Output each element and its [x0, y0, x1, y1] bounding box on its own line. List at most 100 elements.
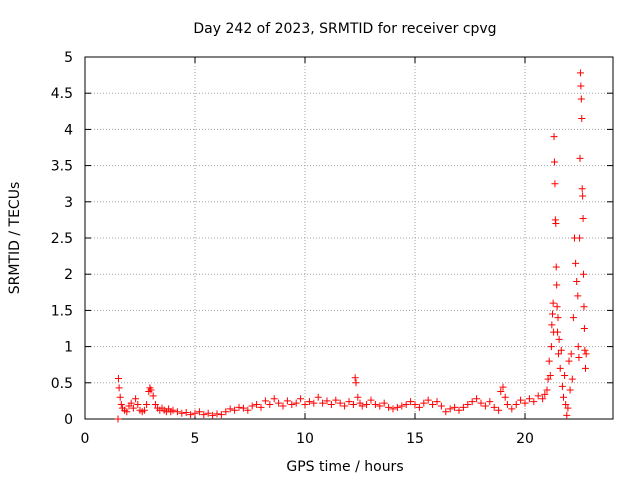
data-point [147, 386, 155, 394]
data-point [415, 403, 423, 411]
data-point [117, 401, 125, 409]
y-tick-label: 0 [64, 412, 73, 428]
data-point [576, 69, 584, 77]
data-point [248, 402, 256, 410]
data-point [213, 410, 221, 418]
data-point [577, 82, 585, 90]
data-point [352, 379, 360, 387]
data-point [209, 411, 217, 419]
data-point [501, 393, 509, 401]
data-point [473, 395, 481, 403]
data-point [544, 375, 552, 383]
y-axis-label: SRMTID / TECUs [7, 182, 23, 295]
data-point [499, 383, 507, 391]
data-point [288, 401, 296, 409]
data-point [517, 396, 525, 404]
data-point [380, 399, 388, 407]
data-point [173, 408, 181, 416]
data-point [226, 405, 234, 413]
data-point [525, 395, 533, 403]
y-tick-label: 3 [64, 195, 73, 211]
data-point [495, 406, 503, 414]
data-point [554, 350, 562, 358]
x-tick-label: 10 [296, 431, 314, 447]
y-tick-labels: 0 0.5 1 1.5 2 2.5 3 3.5 4 4.5 5 [51, 50, 73, 428]
data-point [574, 292, 582, 300]
data-point [455, 406, 463, 414]
data-point [140, 406, 148, 414]
data-point [270, 395, 278, 403]
data-point [567, 350, 575, 358]
data-point [149, 392, 157, 400]
data-point [541, 390, 549, 398]
data-point [332, 396, 340, 404]
data-points [114, 69, 590, 423]
data-point [481, 402, 489, 410]
data-point [358, 402, 366, 410]
data-point [151, 401, 159, 409]
data-point [468, 398, 476, 406]
data-point [253, 401, 261, 409]
y-tick-label: 4 [64, 122, 73, 138]
data-point [349, 401, 357, 409]
data-point [486, 398, 494, 406]
data-point [178, 409, 186, 417]
data-point [564, 404, 572, 412]
data-point [561, 372, 569, 380]
data-point [565, 357, 573, 365]
data-point [114, 374, 122, 382]
data-point [562, 401, 570, 409]
data-point [464, 401, 472, 409]
data-point [127, 399, 135, 407]
data-point [433, 398, 441, 406]
data-point [582, 350, 590, 358]
x-tick-label: 0 [81, 431, 90, 447]
data-point [546, 372, 554, 380]
y-tick-label: 1 [64, 340, 73, 356]
data-point [319, 399, 327, 407]
data-point [512, 401, 520, 409]
data-point [582, 364, 589, 372]
data-point [459, 403, 467, 411]
data-point [578, 185, 586, 193]
x-tick-labels: 0 5 10 15 20 [81, 431, 534, 447]
data-point [143, 401, 151, 409]
data-point [217, 411, 225, 419]
data-point [239, 404, 247, 412]
data-point [534, 392, 542, 400]
data-point [402, 401, 410, 409]
data-point [420, 399, 428, 407]
data-point [301, 401, 309, 409]
x-axis-label: GPS time / hours [286, 459, 403, 475]
data-point [580, 270, 588, 278]
plot-frame [84, 56, 614, 420]
data-point [508, 405, 516, 413]
data-point [446, 405, 454, 413]
data-point [579, 214, 587, 222]
data-point [351, 374, 359, 382]
data-point [345, 398, 353, 406]
data-point [222, 408, 230, 416]
data-point [576, 154, 584, 162]
data-point [283, 397, 291, 405]
data-point [554, 328, 562, 336]
data-point [376, 402, 384, 410]
data-point [556, 364, 564, 372]
data-point [407, 398, 415, 406]
data-point [521, 399, 529, 407]
data-point [574, 343, 582, 351]
data-point [566, 386, 574, 394]
data-point [279, 402, 287, 410]
data-point [547, 343, 555, 351]
data-point [244, 406, 252, 414]
data-point [530, 398, 538, 406]
data-point [490, 403, 498, 411]
data-point [437, 402, 445, 410]
x-tick-label: 5 [191, 431, 200, 447]
data-point [580, 325, 588, 332]
data-point [261, 397, 269, 405]
grid [85, 57, 613, 419]
data-point [539, 395, 547, 403]
y-tick-label: 5 [64, 50, 73, 66]
